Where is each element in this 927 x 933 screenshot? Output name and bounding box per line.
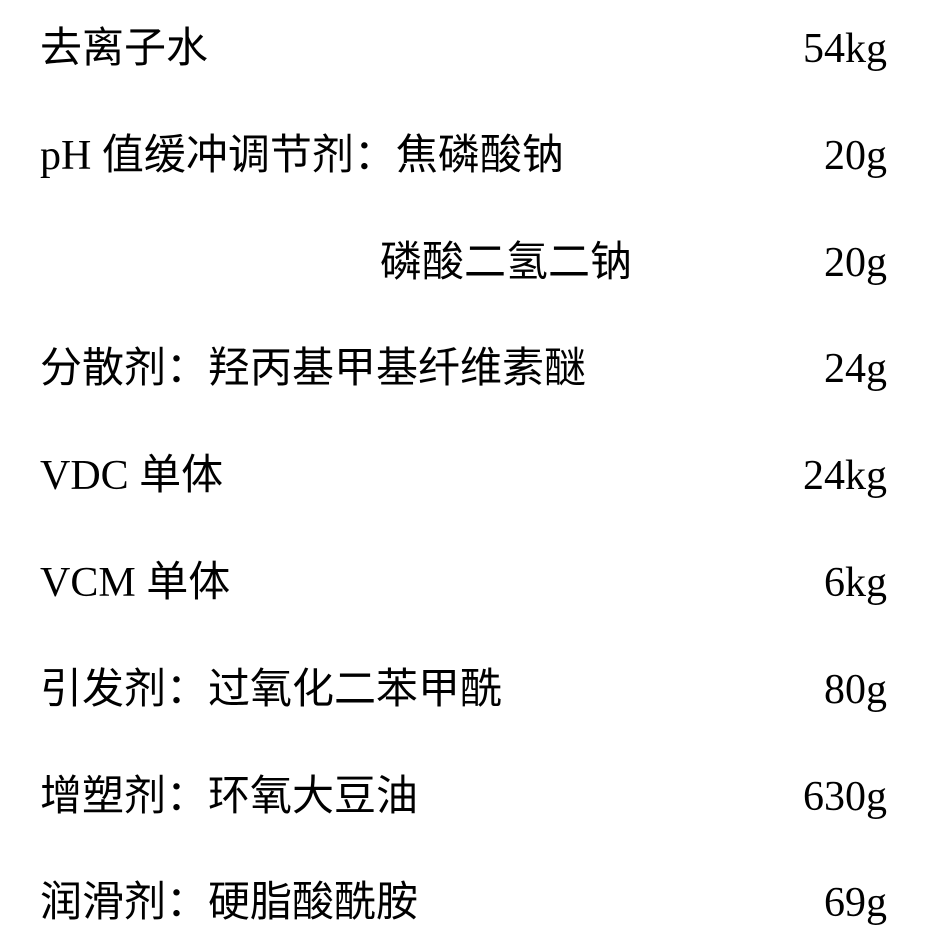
ingredient-value: 69g	[767, 874, 887, 933]
ingredient-list: 去离子水 54kg pH 值缓冲调节剂：焦磷酸钠 20g 磷酸二氢二钠 20g 分散剂：羟丙…	[40, 20, 887, 933]
ingredient-row: VCM 单体 6kg	[40, 554, 887, 613]
ingredient-row: VDC 单体 24kg	[40, 447, 887, 506]
ingredient-value: 24g	[767, 340, 887, 399]
ingredient-value: 6kg	[767, 554, 887, 613]
ingredient-label: 磷酸二氢二钠	[40, 234, 632, 293]
ingredient-label: 分散剂：羟丙基甲基纤维素醚	[40, 340, 586, 399]
ingredient-label: pH 值缓冲调节剂：焦磷酸钠	[40, 127, 564, 186]
ingredient-label: 去离子水	[40, 20, 208, 79]
ingredient-label: 引发剂：过氧化二苯甲酰	[40, 661, 502, 720]
ingredient-row: pH 值缓冲调节剂：焦磷酸钠 20g	[40, 127, 887, 186]
ingredient-value: 24kg	[767, 447, 887, 506]
ingredient-value: 54kg	[767, 20, 887, 79]
ingredient-value: 20g	[767, 234, 887, 293]
ingredient-row: 润滑剂：硬脂酸酰胺 69g	[40, 874, 887, 933]
ingredient-row: 分散剂：羟丙基甲基纤维素醚 24g	[40, 340, 887, 399]
ingredient-value: 80g	[767, 661, 887, 720]
ingredient-row: 去离子水 54kg	[40, 20, 887, 79]
ingredient-row: 引发剂：过氧化二苯甲酰 80g	[40, 661, 887, 720]
ingredient-row: 增塑剂：环氧大豆油 630g	[40, 768, 887, 827]
ingredient-row: 磷酸二氢二钠 20g	[40, 234, 887, 293]
ingredient-label: 润滑剂：硬脂酸酰胺	[40, 874, 418, 933]
ingredient-label: VDC 单体	[40, 447, 223, 506]
ingredient-label: 增塑剂：环氧大豆油	[40, 768, 418, 827]
ingredient-value: 20g	[767, 127, 887, 186]
ingredient-label: VCM 单体	[40, 554, 230, 613]
ingredient-value: 630g	[767, 768, 887, 827]
